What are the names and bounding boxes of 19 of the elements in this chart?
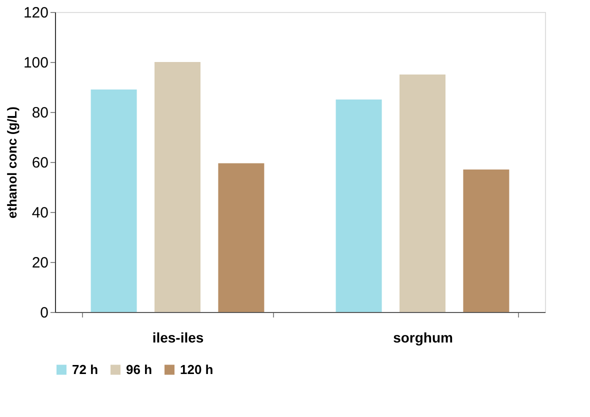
legend-label: 96 h: [126, 362, 152, 377]
bar: [90, 90, 137, 312]
y-tick-label: 80: [32, 104, 48, 122]
y-tick-label: 60: [32, 154, 48, 172]
x-tick-label: sorghum: [393, 330, 453, 346]
y-axis-title: ethanol conc (g/L): [4, 106, 20, 218]
x-tick-label: iles-iles: [152, 330, 204, 346]
y-tick-label: 40: [32, 204, 48, 222]
bar: [463, 170, 510, 312]
y-tick-label: 120: [23, 4, 48, 22]
legend-label: 120 h: [180, 362, 214, 377]
bar: [154, 62, 200, 312]
bar: [336, 100, 382, 312]
legend-label: 72 h: [72, 362, 98, 377]
bar: [400, 74, 446, 312]
y-tick-label: 20: [32, 254, 48, 272]
y-tick-label: 100: [23, 54, 48, 72]
bar: [218, 163, 264, 312]
y-tick-label: 0: [40, 304, 48, 322]
